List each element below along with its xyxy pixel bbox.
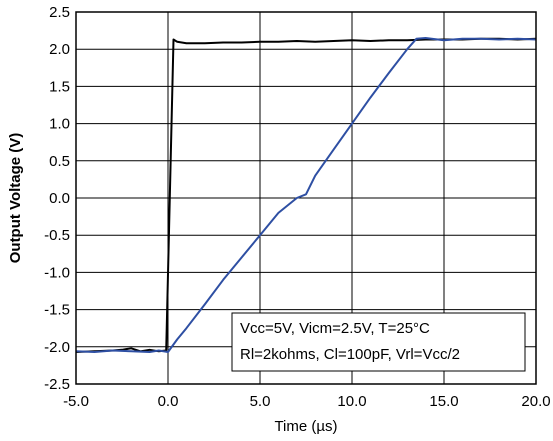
y-tick-label: -2.5 [44, 376, 70, 393]
y-tick-labels: 2.5 2.0 1.5 1.0 0.5 0.0 -0.5 -1.0 -1.5 -2.0 -2.5 [44, 4, 70, 393]
x-axis-label: Time (µs) [274, 418, 337, 435]
x-tick-label: 20.0 [521, 393, 550, 410]
legend-box: Vcc=5V, Vicm=2.5V, T=25°C Rl=2kohms, Cl=… [231, 312, 526, 372]
y-tick-label: -1.5 [44, 302, 70, 319]
plot-lines [75, 37, 537, 353]
y-tick-label: 0.0 [49, 190, 70, 207]
plot-frame [75, 11, 537, 385]
x-tick-label: -5.0 [63, 393, 89, 410]
y-tick-label: 1.0 [49, 116, 70, 133]
series-line-2 [75, 37, 537, 353]
y-tick-label: 2.0 [49, 41, 70, 58]
x-tick-labels: -5.0 0.0 5.0 10.0 15.0 20.0 [63, 393, 551, 410]
y-tick-label: 2.5 [49, 4, 70, 21]
y-tick-label: 0.5 [49, 153, 70, 170]
y-axis-label: Output Voltage (V) [7, 133, 24, 264]
y-tick-label: 1.5 [49, 78, 70, 95]
annotation-line-1: Vcc=5V, Vicm=2.5V, T=25°C [240, 320, 430, 337]
annotation-line-2: Rl=2kohms, Cl=100pF, Vrl=Vcc/2 [240, 346, 460, 363]
series-line-1 [75, 37, 537, 353]
x-tick-label: 10.0 [337, 393, 366, 410]
x-tick-label: 5.0 [250, 393, 271, 410]
y-tick-label: -1.0 [44, 264, 70, 281]
y-tick-label: -2.0 [44, 339, 70, 356]
x-tick-label: 0.0 [158, 393, 179, 410]
y-tick-label: -0.5 [44, 227, 70, 244]
x-tick-label: 15.0 [429, 393, 458, 410]
